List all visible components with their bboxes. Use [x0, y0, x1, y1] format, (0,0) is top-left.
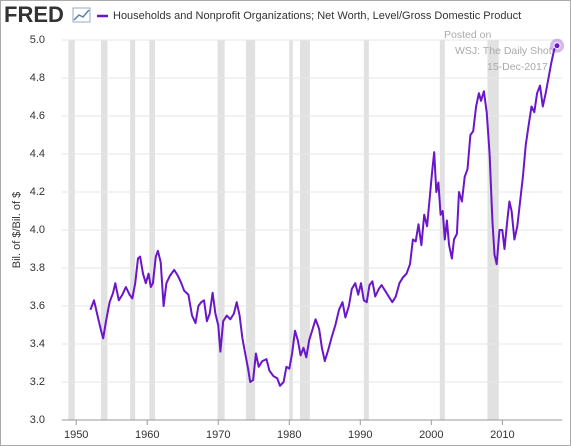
- x-tick-label: 2000: [419, 429, 443, 441]
- brand: FRED: [4, 2, 64, 27]
- y-axis-label: Bil. of $/Bil. of $: [11, 192, 23, 268]
- data-line: [89, 45, 558, 387]
- y-tick-label: 4.6: [30, 110, 45, 122]
- x-tick-label: 1950: [64, 429, 88, 441]
- x-tick-label: 1960: [135, 429, 159, 441]
- end-point: [553, 42, 561, 50]
- y-tick-label: 5.0: [30, 34, 45, 46]
- y-tick-label: 3.6: [30, 300, 45, 312]
- y-tick-label: 3.2: [30, 376, 45, 388]
- x-tick-label: 2010: [490, 429, 514, 441]
- x-tick-label: 1970: [206, 429, 230, 441]
- y-tick-label: 3.4: [30, 338, 45, 350]
- y-tick-label: 4.0: [30, 224, 45, 236]
- y-tick-label: 4.4: [30, 148, 45, 160]
- legend-label: Households and Nonprofit Organizations; …: [113, 10, 521, 22]
- annotation: WSJ: The Daily Shot: [455, 45, 552, 57]
- annotation: Posted on: [444, 29, 491, 41]
- y-tick-label: 4.8: [30, 72, 45, 84]
- brand-icon: [72, 7, 91, 23]
- x-tick-label: 1990: [348, 429, 372, 441]
- annotation: 15-Dec-2017: [487, 61, 548, 73]
- y-tick-label: 3.0: [30, 414, 45, 426]
- y-tick-label: 4.2: [30, 186, 45, 198]
- x-tick-label: 1980: [277, 429, 301, 441]
- y-tick-label: 3.8: [30, 262, 45, 274]
